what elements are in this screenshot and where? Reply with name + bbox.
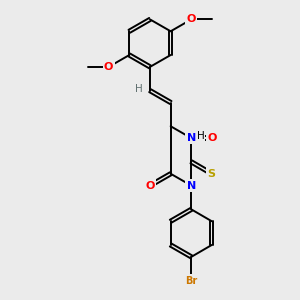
Text: H: H bbox=[135, 84, 143, 94]
Text: O: O bbox=[145, 181, 155, 190]
Text: H: H bbox=[197, 131, 205, 141]
Text: O: O bbox=[187, 14, 196, 24]
Text: N: N bbox=[187, 133, 196, 143]
Text: O: O bbox=[207, 133, 216, 143]
Text: Br: Br bbox=[185, 276, 197, 286]
Text: S: S bbox=[208, 169, 216, 179]
Text: N: N bbox=[187, 181, 196, 190]
Text: O: O bbox=[104, 62, 113, 72]
